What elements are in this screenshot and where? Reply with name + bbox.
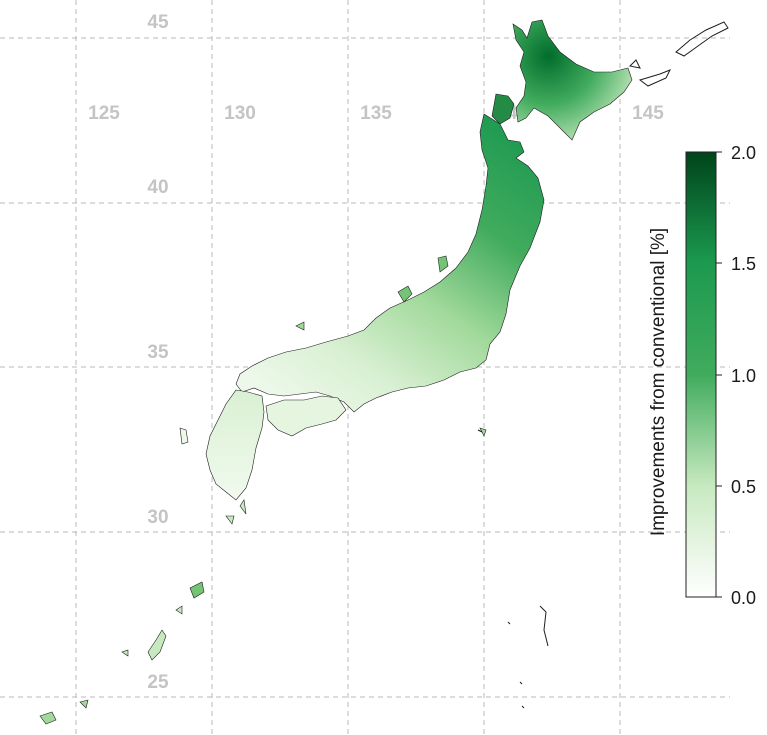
colorbar: 2.0 1.5 1.0 0.5 0.0 Improvements from co… xyxy=(648,143,756,608)
okinawa-island xyxy=(147,629,167,661)
colorbar-ramp xyxy=(686,152,716,597)
lon-label-130: 130 xyxy=(224,103,256,124)
oshima-peninsula xyxy=(491,93,515,125)
hokkaido xyxy=(512,19,633,141)
oki-islands xyxy=(295,321,305,331)
osumi-islands xyxy=(225,499,247,525)
colorbar-tick-label-0-5: 0.5 xyxy=(731,477,756,497)
colorbar-tick-label-1-0: 1.0 xyxy=(731,366,756,386)
graticule xyxy=(0,0,730,735)
ryukyu-small-2 xyxy=(121,649,129,657)
lon-label-135: 135 xyxy=(360,103,392,124)
colorbar-tick-label-1-5: 1.5 xyxy=(731,254,756,274)
shikoku xyxy=(265,395,347,437)
sado-island xyxy=(437,255,449,273)
lon-label-125: 125 xyxy=(88,103,120,124)
colorbar-title: Improvements from conventional [%] xyxy=(648,228,669,536)
honshu xyxy=(235,113,545,413)
lat-label-40: 40 xyxy=(147,177,168,198)
ryukyu-small-1 xyxy=(175,605,183,615)
latitude-labels: 45 40 35 30 25 xyxy=(147,12,169,693)
landmasses xyxy=(39,19,729,725)
lat-label-30: 30 xyxy=(147,507,168,528)
lat-label-25: 25 xyxy=(147,672,169,693)
kyushu xyxy=(205,389,265,501)
colorbar-tick-label-0-0: 0.0 xyxy=(731,588,756,608)
lat-label-35: 35 xyxy=(147,342,169,363)
kuril-islands xyxy=(628,21,729,87)
tsushima-island xyxy=(179,427,189,445)
amami-island xyxy=(189,581,205,599)
lat-label-45: 45 xyxy=(147,12,169,33)
hachijo-island xyxy=(479,427,487,437)
colorbar-tick-label-2-0: 2.0 xyxy=(731,143,756,163)
sakishima-islands xyxy=(39,699,89,725)
noto-peninsula xyxy=(397,285,413,303)
izu-islands xyxy=(477,429,549,709)
lon-label-145: 145 xyxy=(632,103,664,124)
